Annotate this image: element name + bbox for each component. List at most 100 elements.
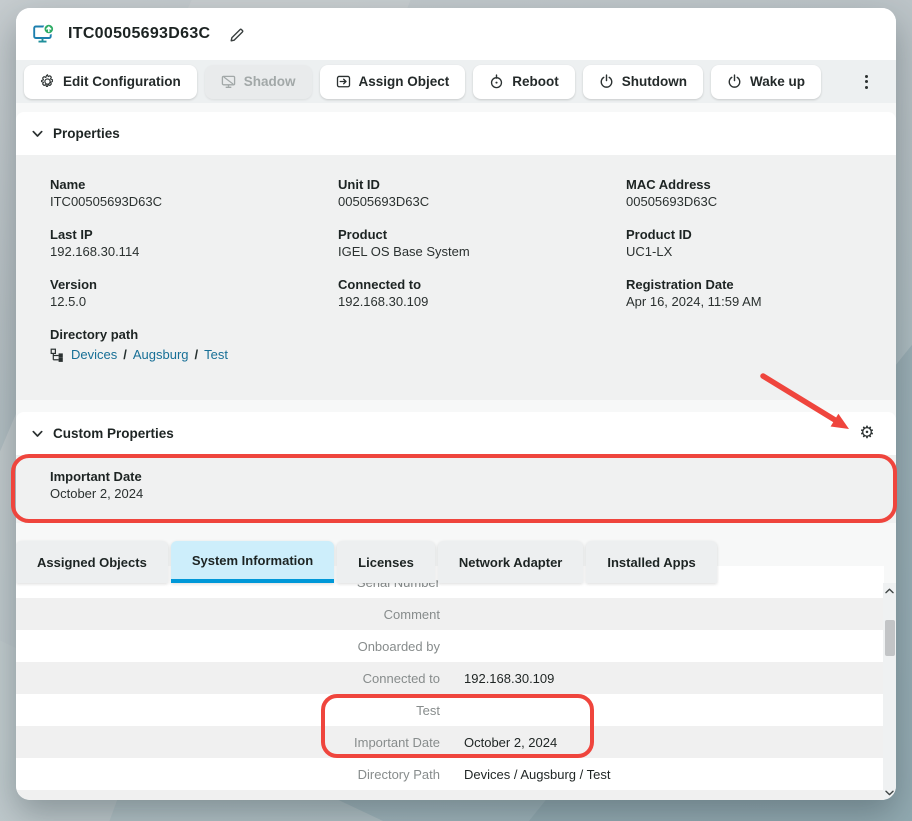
row-label: Onboarded by [357,638,440,654]
property-field: Version 12.5.0 [50,277,338,310]
field-value: 12.5.0 [50,294,87,309]
breadcrumb-link-devices[interactable]: Devices [71,347,118,362]
custom-properties-content: Important Date October 2, 2024 [16,455,896,523]
field-value: IGEL OS Base System [338,244,470,259]
tree-hierarchy-icon [50,348,63,362]
wake-up-button[interactable]: Wake up [711,64,822,99]
field-label: Registration Date [626,277,734,292]
section-title: Properties [53,126,120,141]
assign-object-button[interactable]: Assign Object [319,64,466,99]
gear-icon [41,74,53,88]
table-row: Unit ID 00505693D63C [16,790,884,800]
tab-bar: Assigned Objects System Information Lice… [16,541,717,583]
reboot-button[interactable]: Reboot [473,64,575,99]
edit-configuration-button[interactable]: Edit Configuration [24,64,197,99]
field-label: Product [338,227,388,242]
row-value: 00505693D63C [464,799,555,801]
row-label: Test [416,702,440,718]
row-label: Comment [383,606,440,622]
breadcrumb-link-augsburg[interactable]: Augsburg [132,347,189,362]
button-label: Shadow [243,74,296,89]
property-field: Product IGEL OS Base System [338,227,626,260]
kebab-menu-icon[interactable] [861,71,872,93]
row-label: Important Date [354,734,440,750]
table-row: Connected to 192.168.30.109 [16,662,884,694]
property-field: Product ID UC1-LX [626,227,896,260]
field-label: Last IP [50,227,93,242]
shadow-button: Shadow [204,64,312,99]
custom-properties-gear-icon[interactable]: ⚙ [859,423,875,443]
breadcrumb-link-test[interactable]: Test [204,347,228,362]
field-label: Product ID [626,227,692,242]
breadcrumb-separator: / [194,347,199,362]
button-label: Reboot [512,74,559,89]
field-value: 00505693D63C [338,194,430,209]
tab-licenses[interactable]: Licenses [337,541,435,583]
property-field: Name ITC00505693D63C [50,177,338,210]
device-detail-card: ITC00505693D63C Edit Configuration Shado… [16,8,896,800]
toolbar: Edit Configuration Shadow Assign Object [16,60,896,103]
button-label: Wake up [750,74,806,89]
table-row: Directory Path Devices / Augsburg / Test [16,758,884,790]
row-label: Directory Path [357,766,440,782]
power-icon [728,74,741,88]
field-value: UC1-LX [626,244,673,259]
table-row: Comment [16,598,884,630]
property-field: Last IP 192.168.30.114 [50,227,338,260]
properties-content: Name ITC00505693D63C Unit ID 00505693D63… [16,155,896,400]
field-label: Important Date [50,469,142,484]
field-label: Unit ID [338,177,380,192]
tab-network-adapter[interactable]: Network Adapter [437,541,584,583]
row-value: October 2, 2024 [464,734,558,750]
reboot-icon [491,74,503,89]
row-value: Devices / Augsburg / Test [464,766,611,782]
edit-title-pencil-icon[interactable] [226,23,248,45]
directory-path-field: Directory path Devices / Augsburg / Test [50,327,896,362]
custom-properties-section-header[interactable]: Custom Properties ⚙ [16,412,896,455]
system-information-table: Serial Number Comment Onboarded by Conne… [16,566,884,800]
scrollbar-thumb[interactable] [884,620,895,656]
scroll-up-icon[interactable] [885,583,894,598]
field-value: October 2, 2024 [50,486,144,501]
breadcrumb-separator: / [123,347,127,362]
vertical-scrollbar[interactable] [883,583,896,800]
page-title: ITC00505693D63C [68,25,211,42]
card-header: ITC00505693D63C [16,8,896,60]
field-value: 192.168.30.109 [338,294,429,309]
field-label: Directory path [50,327,139,342]
field-value: 192.168.30.114 [50,244,140,259]
button-label: Assign Object [358,74,450,89]
power-icon [600,74,613,88]
chevron-down-icon [32,130,43,137]
monitor-icon [221,75,235,88]
property-field: MAC Address 00505693D63C [626,177,896,210]
tab-system-information[interactable]: System Information [170,541,335,583]
properties-section-header[interactable]: Properties [16,112,896,155]
tab-assigned-objects[interactable]: Assigned Objects [16,541,168,583]
breadcrumb: Devices / Augsburg / Test [50,347,896,362]
tab-installed-apps[interactable]: Installed Apps [586,541,717,583]
property-field: Unit ID 00505693D63C [338,177,626,210]
scrollbar-track[interactable] [883,598,896,785]
field-value: 00505693D63C [626,194,718,209]
scroll-down-icon[interactable] [885,785,894,800]
shutdown-button[interactable]: Shutdown [582,64,704,99]
field-label: Version [50,277,97,292]
table-row: Onboarded by [16,630,884,662]
field-label: Name [50,177,86,192]
chevron-down-icon [32,430,43,437]
row-value: 192.168.30.109 [464,670,555,686]
button-label: Shutdown [621,74,688,89]
table-row: Important Date October 2, 2024 [16,726,884,758]
field-value: ITC00505693D63C [50,194,163,209]
row-label: Unit ID [16,799,440,801]
row-label: Connected to [362,670,440,686]
button-label: Edit Configuration [63,74,181,89]
property-field: Registration Date Apr 16, 2024, 11:59 AM [626,277,896,310]
property-field: Connected to 192.168.30.109 [338,277,626,310]
field-value: Apr 16, 2024, 11:59 AM [626,294,762,309]
table-row: Test [16,694,884,726]
section-title: Custom Properties [53,426,174,441]
assign-box-arrow-icon [336,75,350,88]
field-label: Connected to [338,277,422,292]
